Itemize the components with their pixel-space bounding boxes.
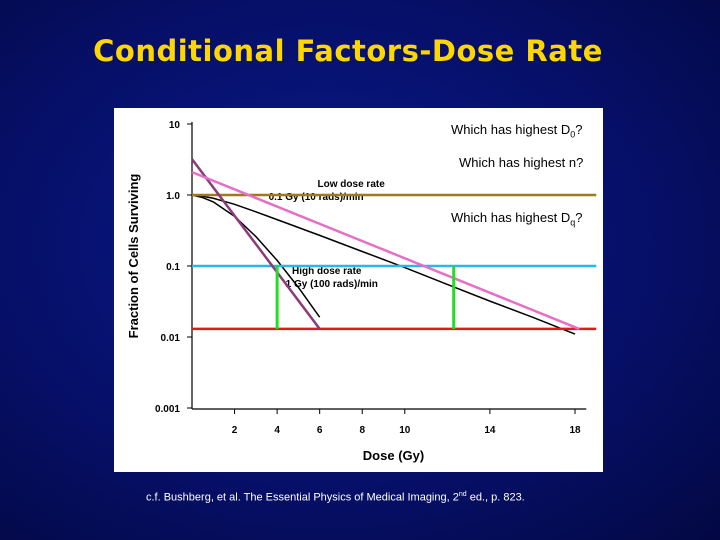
x-tick-label: 6 [317, 425, 323, 436]
y-tick-label: 10 [169, 120, 181, 131]
citation-main: c.f. Bushberg, et al. The Essential Phys… [146, 491, 459, 504]
y-tick-label: 0.001 [155, 404, 180, 415]
y-tick-label: 0.01 [161, 333, 181, 344]
question-dq-sub: q [570, 217, 576, 228]
y-tick-label: 1.0 [166, 191, 180, 202]
low-dose-rate-label: Low dose rate [318, 179, 386, 190]
question-d0: Which has highest D0? [451, 122, 582, 140]
question-d0-text: Which has highest D [451, 122, 571, 137]
x-axis-label: Dose (Gy) [363, 448, 424, 463]
question-dq-end: ? [575, 210, 583, 225]
x-tick-label: 10 [399, 425, 411, 436]
x-tick-label: 4 [274, 425, 280, 436]
x-tick-label: 2 [232, 425, 238, 436]
citation: c.f. Bushberg, et al. The Essential Phys… [146, 491, 525, 504]
y-axis-label: Fraction of Cells Surviving [126, 174, 141, 339]
question-d0-end: ? [575, 122, 583, 137]
question-n: Which has highest n? [459, 155, 584, 170]
chart-panel: 10 1.0 0.1 0.01 0.001 2 4 6 8 10 14 18 Dose (Gy) Frac… [114, 108, 603, 472]
high-dose-rate-sublabel: 1 Gy (100 rads)/min [286, 279, 378, 290]
citation-end: ed., p. 823. [466, 491, 525, 504]
citation-sup: nd [458, 491, 467, 498]
survival-curve-chart: 10 1.0 0.1 0.01 0.001 2 4 6 8 10 14 18 Dose (Gy) Frac… [126, 120, 597, 463]
high-dose-rate-label: High dose rate [292, 266, 362, 277]
question-d0-sub: 0 [570, 129, 576, 140]
survival-curve-high-dose-rate [191, 194, 321, 318]
x-tick-label: 14 [484, 425, 496, 436]
question-dq: Which has highest Dq? [451, 210, 582, 228]
pink-extrapolation [191, 170, 580, 331]
purple-extrapolation [191, 158, 321, 330]
y-tick-label: 0.1 [166, 262, 180, 273]
x-tick-label: 18 [569, 425, 581, 436]
question-dq-text: Which has highest D [451, 210, 571, 225]
x-tick-label: 8 [359, 425, 365, 436]
survival-curve-low-dose-rate [191, 194, 576, 335]
low-dose-rate-sublabel: 0.1 Gy (10 rads)/min [269, 192, 364, 203]
slide-title: Conditional Factors-Dose Rate [93, 34, 603, 68]
